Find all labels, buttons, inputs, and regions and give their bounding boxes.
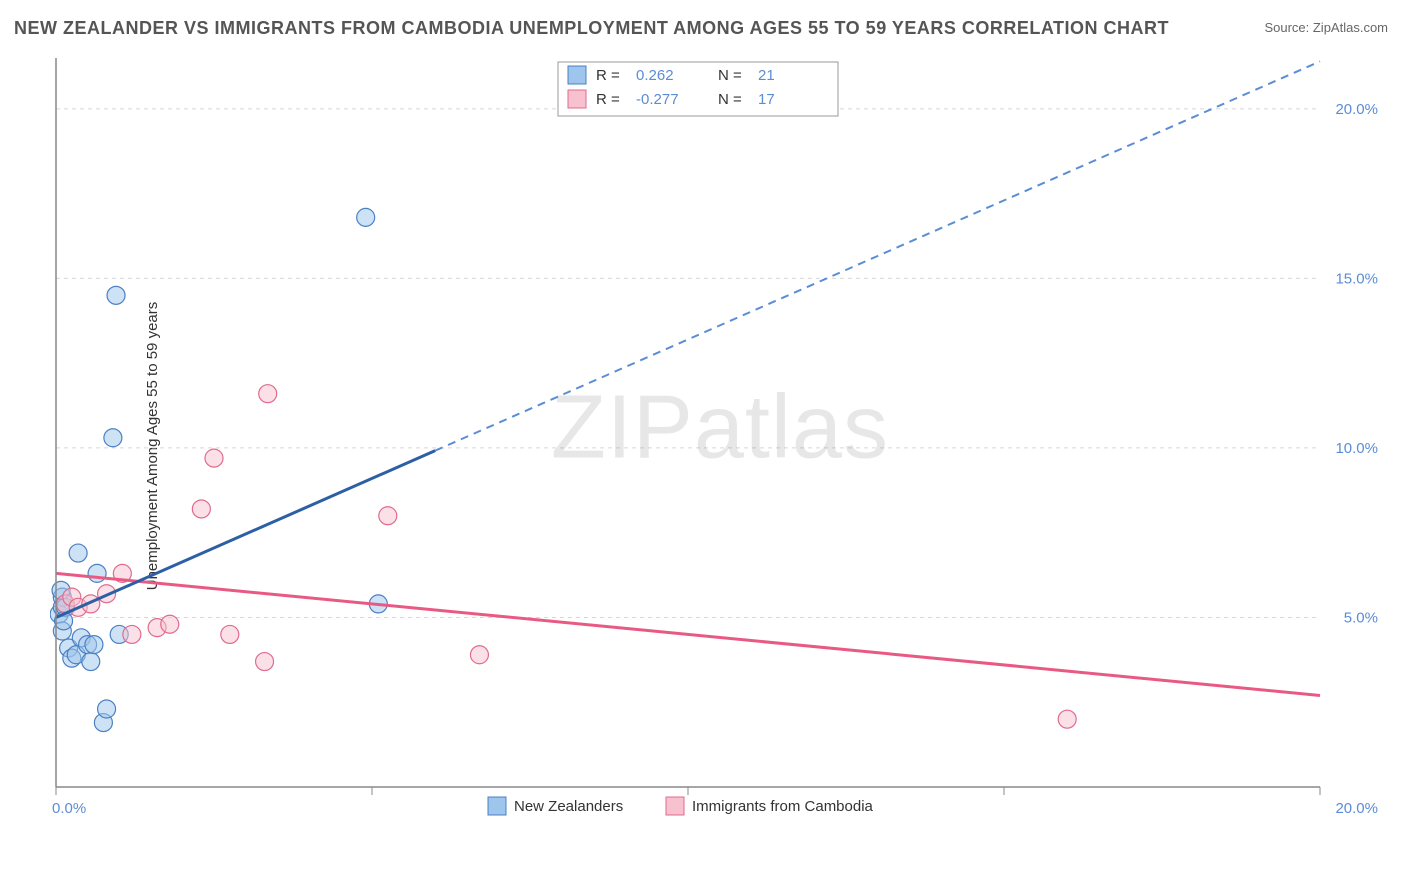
scatter-plot: 5.0% 10.0% 15.0% 20.0% 0.0% 20.0% R = 0.262 N = 2… [50,52,1390,827]
source-label: Source: ZipAtlas.com [1264,20,1388,35]
y-tick-label: 10.0% [1335,440,1378,457]
data-point [470,646,488,664]
legend-n-label: N = [718,91,742,108]
legend-swatch [666,797,684,815]
y-tick-label: 15.0% [1335,270,1378,287]
data-point [88,564,106,582]
legend-swatch [568,90,586,108]
trend-line-blue-dash [435,61,1320,450]
legend-n-label: N = [718,67,742,84]
data-point [98,700,116,718]
y-tick-label: 20.0% [1335,101,1378,118]
trend-line-pink [56,573,1320,695]
legend-series-label: Immigrants from Cambodia [692,798,874,815]
data-point [221,625,239,643]
legend-n-value: 21 [758,67,775,84]
data-point [357,208,375,226]
y-tick-label: 5.0% [1344,609,1378,626]
data-point [104,429,122,447]
data-point [1058,710,1076,728]
data-point [259,385,277,403]
legend-n-value: 17 [758,91,775,108]
legend-r-label: R = [596,91,620,108]
legend-r-label: R = [596,67,620,84]
data-point [205,449,223,467]
legend-swatch [568,66,586,84]
x-tick-label: 20.0% [1335,800,1378,817]
data-point [379,507,397,525]
legend-r-value: 0.262 [636,67,674,84]
x-tick-label: 0.0% [52,800,86,817]
legend-swatch [488,797,506,815]
data-point [82,653,100,671]
legend-series-label: New Zealanders [514,798,623,815]
data-point [123,625,141,643]
data-point [192,500,210,518]
chart-title: NEW ZEALANDER VS IMMIGRANTS FROM CAMBODI… [14,18,1169,39]
data-point [256,653,274,671]
data-point [85,636,103,654]
data-point [161,615,179,633]
legend-r-value: -0.277 [636,91,679,108]
data-point [107,286,125,304]
data-point [69,544,87,562]
